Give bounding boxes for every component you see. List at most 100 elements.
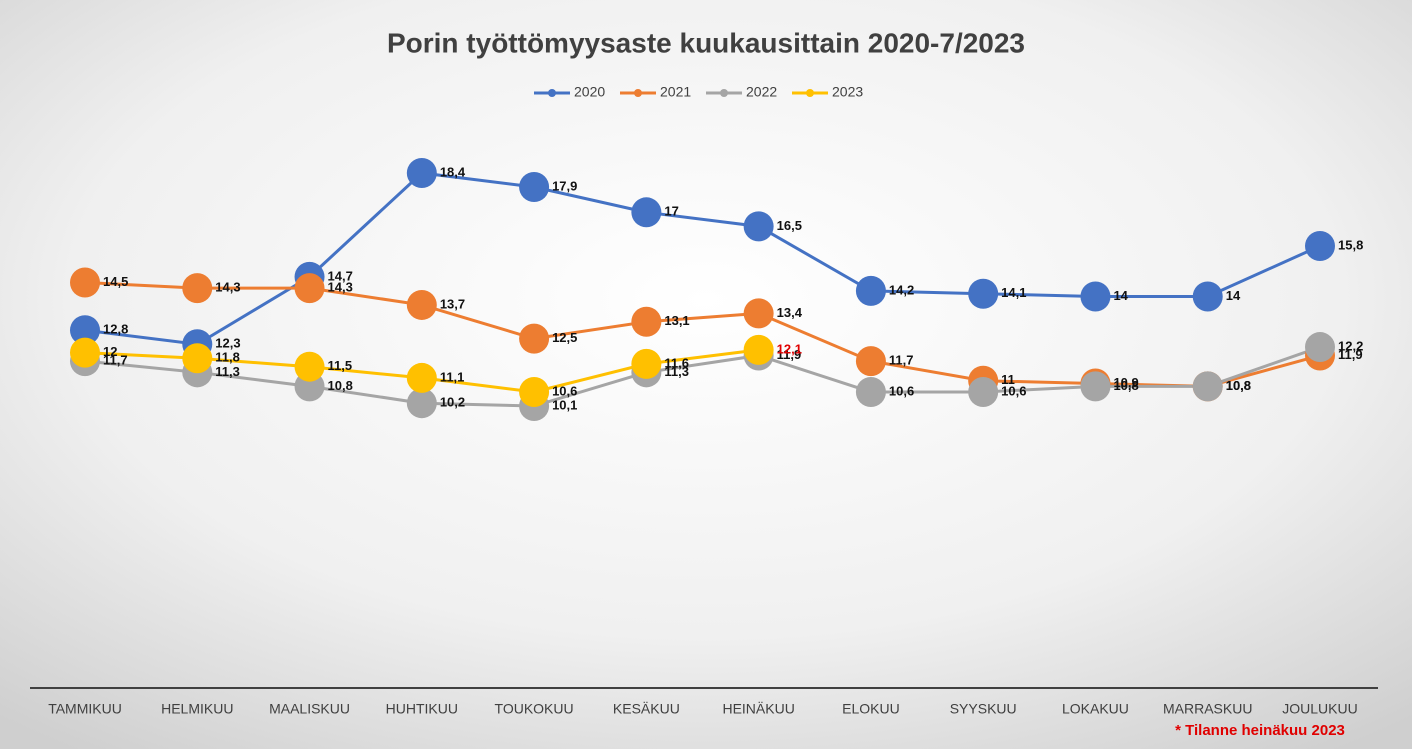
marker [743,298,774,329]
marker [743,334,774,365]
data-label: 12,8 [103,322,128,337]
marker [1305,230,1335,261]
data-label: 14,7 [328,268,353,283]
data-label: 11,1 [440,369,465,384]
x-tick-label: JOULUKUU [1282,701,1357,717]
marker [519,172,550,203]
marker [406,388,437,419]
data-label: 13,1 [664,313,689,328]
marker [70,337,100,368]
series-line [84,280,1321,388]
data-label: 14,2 [889,282,914,297]
data-label: 14 [1226,288,1241,303]
x-tick-label: MAALISKUU [269,701,350,717]
marker [743,211,774,242]
marker [406,362,437,393]
data-label: 10,6 [552,383,577,398]
x-tick-label: HELMIKUU [161,701,233,717]
data-label: 10,8 [1226,378,1251,393]
data-label: 10,6 [889,383,914,398]
legend-label: 2022 [746,84,777,100]
marker [631,306,662,337]
marker [182,343,213,374]
data-label: 10,6 [1001,383,1026,398]
data-label: 10,8 [328,378,353,393]
marker [1080,371,1111,402]
marker [631,348,662,379]
data-label: 14,3 [215,280,240,295]
data-label: 11,9 [1338,347,1363,362]
data-label: 14,5 [103,274,128,289]
data-label: 11,5 [328,358,353,373]
x-tick-label: HEINÄKUU [722,701,794,717]
data-label: 11,3 [215,364,240,379]
data-label: 10,1 [552,397,577,412]
marker [70,315,100,346]
data-label: 12,3 [215,336,240,351]
legend-marker [548,89,556,97]
x-tick-label: TOUKOKUU [495,701,574,717]
data-label: 10,8 [1113,378,1138,393]
marker [406,289,437,320]
data-label: 11,7 [889,353,914,368]
marker [182,273,213,304]
data-label: 12,1 [777,341,802,356]
data-label: 12,5 [552,330,577,345]
marker [294,273,325,304]
marker [968,278,999,309]
data-label: 11 [1001,372,1015,387]
marker [294,351,325,382]
data-label: 11,3 [664,364,689,379]
annotation: * Tilanne heinäkuu 2023 [1175,722,1345,739]
marker [855,376,886,407]
legend-label: 2020 [574,84,605,100]
data-label: 13,7 [440,296,465,311]
data-label: 14 [1113,288,1128,303]
data-label: 10,8 [1226,378,1251,393]
marker [1192,281,1223,312]
legend-label: 2023 [832,84,863,100]
x-tick-label: ELOKUU [842,701,900,717]
data-label: 13,4 [777,305,803,320]
series-line [84,345,1321,408]
marker [70,267,100,298]
data-label: 17,9 [552,178,577,193]
x-tick-label: HUHTIKUU [386,701,458,717]
data-label: 14,1 [1001,285,1026,300]
marker [855,275,886,306]
legend-marker [806,89,814,97]
marker [519,323,550,354]
data-label: 14,3 [328,280,353,295]
data-label: 17 [664,204,678,219]
x-tick-label: LOKAKUU [1062,701,1129,717]
marker [519,376,550,407]
data-label: 11,7 [103,353,128,368]
data-label: 16,5 [777,218,802,233]
legend-label: 2021 [660,84,691,100]
legend-marker [720,89,728,97]
marker [1080,281,1111,312]
data-label: 15,8 [1338,237,1363,252]
x-tick-label: KESÄKUU [613,701,680,717]
chart-title: Porin työttömyysaste kuukausittain 2020-… [387,27,1025,58]
data-label: 12 [103,344,117,359]
data-label: 10,2 [440,395,465,410]
data-label: 18,4 [440,164,466,179]
data-label: 12,2 [1338,338,1363,353]
marker [968,376,999,407]
x-tick-label: TAMMIKUU [48,701,122,717]
data-label: 10,9 [1113,375,1138,390]
marker [855,346,886,377]
legend-marker [634,89,642,97]
data-label: 11,9 [777,347,802,362]
data-label: 11,6 [664,355,689,370]
marker [631,197,662,228]
data-label: 11,8 [215,350,240,365]
marker [1192,371,1223,402]
marker [1305,332,1335,363]
marker [406,158,437,188]
x-tick-label: MARRASKUU [1163,701,1252,717]
x-tick-label: SYYSKUU [950,701,1017,717]
